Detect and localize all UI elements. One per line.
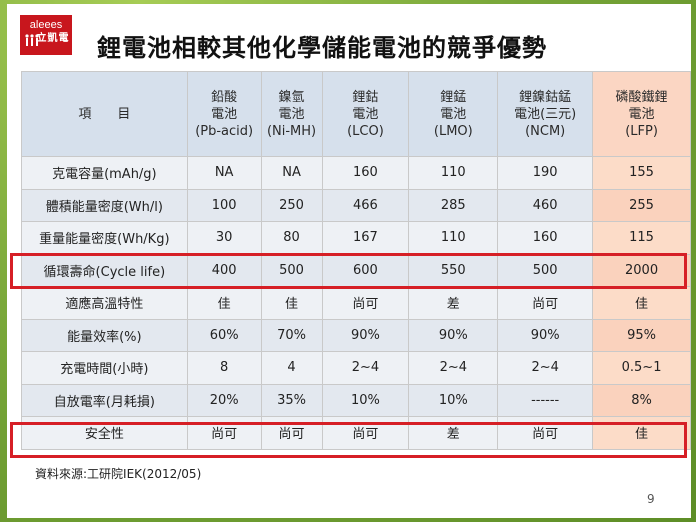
row-label: 重量能量密度(Wh/Kg) (21, 221, 188, 255)
table-cell: 2~4 (497, 351, 594, 385)
table-cell: 尚可 (186, 416, 262, 450)
table-cell: 8 (186, 351, 262, 385)
table-cell: 佳 (260, 286, 323, 320)
table-row: 體積能量密度(Wh/l) 100 250 466 285 460 255 (21, 188, 691, 222)
company-logo: aleees 立凱電 (20, 15, 72, 55)
table-cell: ------ (497, 383, 594, 417)
slide: aleees 立凱電 鋰電池相較其他化學儲能電池的競爭優勢 項 目 鉛酸 電池 (P… (7, 4, 691, 518)
table-cell: 4 (260, 351, 323, 385)
table-cell: 100 (186, 188, 262, 222)
table-cell: NA (186, 156, 262, 190)
slide-title: 鋰電池相較其他化學儲能電池的競爭優勢 (97, 34, 547, 62)
table-cell: 90% (321, 318, 410, 352)
table-row: 安全性 尚可 尚可 尚可差尚可佳 (21, 416, 691, 450)
row-label: 循環壽命(Cycle life) (21, 253, 188, 287)
row-label: 體積能量密度(Wh/l) (21, 188, 188, 222)
table-cell: 20% (186, 383, 262, 417)
table-cell: 155 (592, 156, 691, 190)
table-cell: 80 (260, 221, 323, 255)
table-cell: 255 (592, 188, 691, 222)
people-icon (25, 34, 39, 46)
table-cell: NA (260, 156, 323, 190)
table-cell: 尚可 (497, 416, 594, 450)
table-cell: 佳 (592, 416, 691, 450)
table-cell: 30 (186, 221, 262, 255)
table-cell: 460 (497, 188, 594, 222)
table-header-row: 項 目 鉛酸 電池 (Pb-acid) 鎳氫 電池 (Ni-MH) 鋰鈷 電池 (LCO) … (21, 71, 691, 157)
table-cell: 差 (408, 286, 499, 320)
table-cell: 500 (260, 253, 323, 287)
table-row: 能量效率(%) 60% 70% 90% 90% 90% 95% (21, 318, 691, 352)
header-col-lfp: 磷酸鐵鋰 電池 (LFP) (592, 71, 691, 157)
table-cell: 90% (497, 318, 594, 352)
source-note: 資料來源:工研院IEK(2012/05) (35, 467, 202, 481)
table-cell: 400 (186, 253, 262, 287)
table-cell: 285 (408, 188, 499, 222)
table-cell: 35% (260, 383, 323, 417)
table-row: 適應高溫特性佳佳尚可差尚可佳 (21, 286, 691, 320)
table-cell: 60% (186, 318, 262, 352)
table-cell: 10% (321, 383, 410, 417)
table-cell: 466 (321, 188, 410, 222)
row-label: 充電時間(小時) (21, 351, 188, 385)
table-row: 循環壽命(Cycle life) 400 500 600 550 500 2000 (21, 253, 691, 287)
table-cell: 2000 (592, 253, 691, 287)
table-cell: 550 (408, 253, 499, 287)
table-cell: 110 (408, 221, 499, 255)
row-label: 能量效率(%) (21, 318, 188, 352)
table-cell: 佳 (186, 286, 262, 320)
logo-brand: aleees (29, 19, 63, 31)
header-col-pb: 鉛酸 電池 (Pb-acid) (186, 71, 262, 157)
table-cell: 8% (592, 383, 691, 417)
table-cell: 500 (497, 253, 594, 287)
table-cell: 90% (408, 318, 499, 352)
table-cell: 2~4 (408, 351, 499, 385)
table-cell: 160 (497, 221, 594, 255)
comparison-table: 項 目 鉛酸 電池 (Pb-acid) 鎳氫 電池 (Ni-MH) 鋰鈷 電池 (LCO) … (21, 71, 691, 450)
row-label: 安全性 (21, 416, 188, 450)
header-col-lmo: 鋰錳 電池 (LMO) (408, 71, 499, 157)
header-item: 項 目 (21, 71, 188, 157)
table-cell: 95% (592, 318, 691, 352)
table-cell: 160 (321, 156, 410, 190)
header-col-nimh: 鎳氫 電池 (Ni-MH) (260, 71, 323, 157)
table-cell: 70% (260, 318, 323, 352)
table-cell: 10% (408, 383, 499, 417)
logo-name: 立凱電 (36, 33, 70, 44)
table-row: 充電時間(小時) 8 4 2~4 2~4 2~4 0.5~1 (21, 351, 691, 385)
table-cell: 尚可 (321, 416, 410, 450)
table-cell: 190 (497, 156, 594, 190)
table-cell: 250 (260, 188, 323, 222)
table-cell: 0.5~1 (592, 351, 691, 385)
header-col-ncm: 鋰鎳鈷錳 電池(三元) (NCM) (497, 71, 594, 157)
table-cell: 尚可 (497, 286, 594, 320)
table-cell: 2~4 (321, 351, 410, 385)
table-row: 自放電率(月耗損) 20% 35% 10% 10% ------ 8% (21, 383, 691, 417)
table-row: 克電容量(mAh/g) NA NA 160 110 190 155 (21, 156, 691, 190)
table-cell: 差 (408, 416, 499, 450)
table-cell: 600 (321, 253, 410, 287)
table-cell: 佳 (592, 286, 691, 320)
table-cell: 115 (592, 221, 691, 255)
row-label: 適應高溫特性 (21, 286, 188, 320)
header-col-lco: 鋰鈷 電池 (LCO) (321, 71, 410, 157)
row-label: 克電容量(mAh/g) (21, 156, 188, 190)
page-number: 9 (647, 492, 655, 506)
table-row: 重量能量密度(Wh/Kg) 30 80 167 110 160 115 (21, 221, 691, 255)
table-cell: 110 (408, 156, 499, 190)
table-cell: 尚可 (321, 286, 410, 320)
row-label: 自放電率(月耗損) (21, 383, 188, 417)
table-cell: 尚可 (260, 416, 323, 450)
table-cell: 167 (321, 221, 410, 255)
